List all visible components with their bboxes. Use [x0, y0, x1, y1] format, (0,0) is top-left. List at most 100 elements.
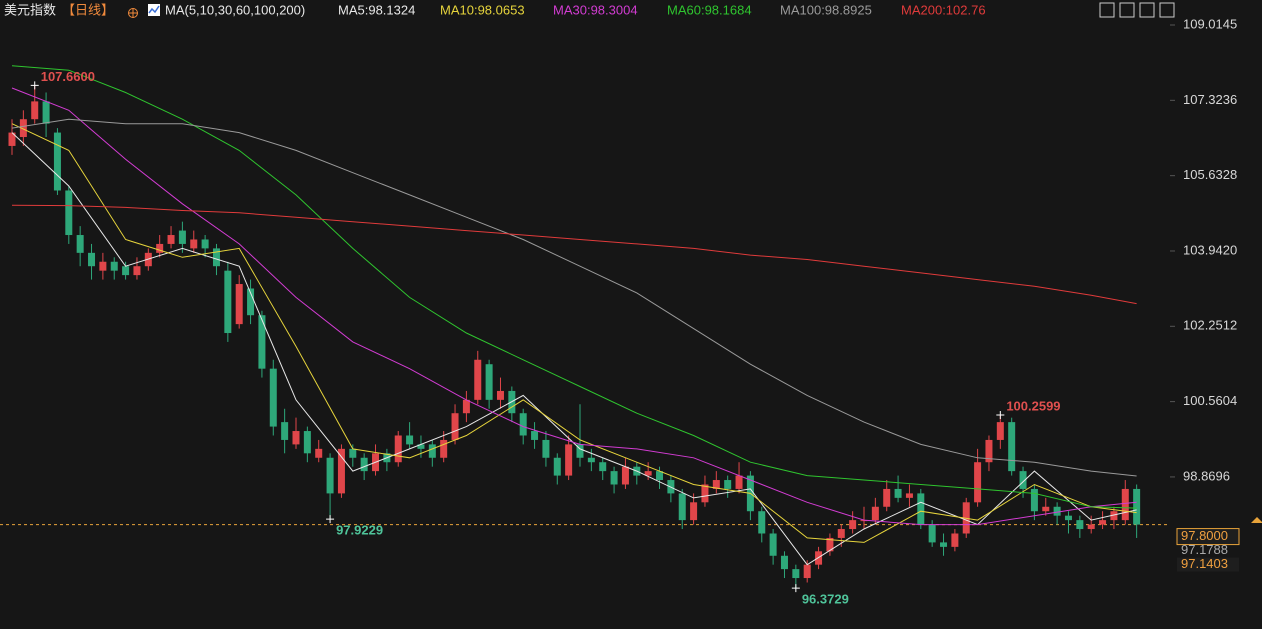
candle-body: [1076, 520, 1084, 530]
candle-body: [724, 480, 732, 489]
candle-body: [440, 439, 448, 458]
candle-body: [1099, 520, 1107, 525]
candle-body: [792, 569, 800, 579]
y-tick-label: 109.0145: [1183, 16, 1237, 31]
candle-body: [417, 444, 425, 449]
annotation: 97.9229: [336, 523, 383, 538]
candle-body: [190, 239, 198, 249]
candle-body: [519, 413, 527, 436]
ma-line: [11, 87, 1137, 526]
candle-body: [360, 457, 368, 472]
candle-body: [928, 524, 936, 543]
candle-body: [860, 520, 868, 522]
ma-line: [11, 123, 1137, 543]
candle-body: [133, 266, 141, 276]
ma-line: [11, 204, 1137, 305]
candle-body: [542, 439, 550, 458]
candle-body: [485, 364, 493, 400]
candle-body: [644, 471, 652, 476]
chart-title: 美元指数: [4, 2, 56, 17]
candle-body: [1133, 488, 1141, 525]
legend-entry: MA5:98.1324: [338, 2, 415, 17]
y-tick-label: 105.6328: [1183, 167, 1237, 182]
candle-body: [712, 480, 720, 489]
indicator-label: MA(5,10,30,60,100,200): [165, 2, 305, 17]
candle-body: [1008, 422, 1016, 472]
y-tick-label: 107.3236: [1183, 92, 1237, 107]
candle-body: [826, 537, 834, 552]
candle-body: [905, 493, 913, 498]
candle-body: [235, 284, 243, 325]
indicator-icon[interactable]: [148, 4, 160, 16]
candle-body: [974, 462, 982, 503]
price-tag-box: [1177, 557, 1239, 572]
candle-body: [394, 435, 402, 463]
candle-body: [996, 422, 1004, 440]
candle-body: [656, 471, 664, 481]
candle-body: [678, 493, 686, 521]
candle-body: [451, 413, 459, 440]
candle-body: [690, 502, 698, 521]
candle-body: [1030, 488, 1038, 512]
period[interactable]: 【日线】: [62, 2, 114, 17]
candle-body: [88, 252, 96, 267]
legend-entry: MA10:98.0653: [440, 2, 525, 17]
candle-body: [894, 488, 902, 498]
extreme-marker: [30, 81, 39, 90]
price-tag-box: [1176, 528, 1240, 546]
candle-body: [8, 132, 16, 146]
candle-body: [780, 555, 788, 570]
candle-body: [269, 368, 277, 427]
candle-body: [496, 390, 504, 400]
candle-body: [156, 243, 164, 253]
candle-body: [349, 448, 357, 458]
ma-line: [11, 65, 1137, 509]
candle-body: [621, 466, 629, 485]
candle-body: [531, 431, 539, 440]
candle-body: [701, 484, 709, 503]
add-icon[interactable]: [128, 8, 138, 18]
candle-body: [76, 235, 84, 253]
candle-body: [610, 471, 618, 485]
candle-body: [281, 422, 289, 440]
candle-body: [576, 444, 584, 458]
candle-body: [258, 315, 266, 369]
candle-body: [883, 488, 891, 507]
legend-entry: MA30:98.3004: [553, 2, 638, 17]
candle-body: [553, 457, 561, 476]
toolbar[interactable]: [1099, 2, 1175, 18]
candle-body: [406, 435, 414, 445]
candle-body: [53, 132, 61, 191]
y-tick-label: 103.9420: [1183, 242, 1237, 257]
extreme-marker: [326, 515, 335, 524]
price-tag: 97.1403: [1181, 556, 1228, 571]
candle-body: [110, 261, 118, 271]
candle-body: [212, 248, 220, 267]
candle-body: [122, 266, 130, 276]
candle-body: [178, 230, 186, 244]
candle-body: [99, 261, 107, 271]
candle-body: [587, 457, 595, 463]
candle-body: [940, 542, 948, 547]
candle-body: [167, 235, 175, 244]
extreme-marker: [996, 411, 1005, 420]
candle-body: [462, 399, 470, 414]
candle-body: [303, 431, 311, 454]
candle-body: [65, 190, 73, 236]
candle-body: [1121, 488, 1129, 521]
candle-body: [19, 119, 27, 138]
candle-body: [201, 239, 209, 249]
candle-body: [224, 270, 232, 334]
candle-body: [769, 533, 777, 556]
extreme-marker: [791, 584, 800, 593]
candle-body: [1064, 515, 1072, 521]
price-marker: [1251, 517, 1262, 523]
candle-body: [849, 520, 857, 530]
candle-body: [565, 444, 573, 476]
candle-body: [31, 101, 39, 120]
candle-body: [1042, 506, 1050, 512]
annotation: 96.3729: [802, 592, 849, 607]
price-tag: 97.1788: [1181, 542, 1228, 557]
